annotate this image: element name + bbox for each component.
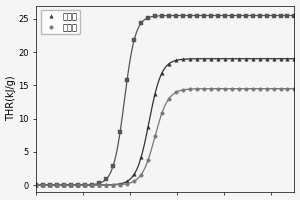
试样三 xyxy=(70,184,73,186)
试样三 xyxy=(160,112,164,114)
试样三 xyxy=(272,87,275,90)
试样三 xyxy=(167,97,171,100)
试样三 xyxy=(258,87,261,90)
试样三 xyxy=(230,87,233,90)
试样三 xyxy=(76,184,80,186)
试样三 xyxy=(188,88,192,90)
试样三 xyxy=(83,184,87,186)
试样三 xyxy=(56,184,59,186)
试样三 xyxy=(125,182,129,185)
试样三 xyxy=(42,184,45,186)
试样二 xyxy=(188,58,192,60)
试样二 xyxy=(167,63,171,65)
试样二 xyxy=(118,183,122,185)
试样二 xyxy=(83,184,87,186)
试样二 xyxy=(251,58,254,60)
试样三 xyxy=(286,87,289,90)
试样二 xyxy=(111,183,115,186)
试样二 xyxy=(56,184,59,186)
试样三 xyxy=(237,87,241,90)
试样二 xyxy=(49,184,52,186)
试样三 xyxy=(118,183,122,186)
试样二 xyxy=(237,58,241,60)
试样二 xyxy=(202,58,206,60)
试样三 xyxy=(195,88,199,90)
试样二 xyxy=(272,58,275,60)
试样二 xyxy=(209,58,213,60)
试样二 xyxy=(195,58,199,60)
试样二 xyxy=(42,184,45,186)
试样三 xyxy=(244,87,247,90)
试样二 xyxy=(35,184,38,186)
试样三 xyxy=(209,87,213,90)
试样二 xyxy=(91,184,94,186)
试样二 xyxy=(258,58,261,60)
试样二 xyxy=(125,180,129,183)
试样二 xyxy=(132,173,136,176)
Line: 试样二: 试样二 xyxy=(35,57,296,187)
试样二 xyxy=(160,72,164,74)
Legend: 试样二, 试样三: 试样二, 试样三 xyxy=(40,10,80,34)
试样二 xyxy=(98,184,101,186)
试样二 xyxy=(265,58,268,60)
试样二 xyxy=(181,58,185,60)
试样二 xyxy=(153,93,157,95)
试样三 xyxy=(153,135,157,138)
试样三 xyxy=(174,91,178,94)
Line: 试样三: 试样三 xyxy=(35,87,296,187)
试样二 xyxy=(139,156,143,159)
试样二 xyxy=(292,58,296,60)
试样三 xyxy=(91,184,94,186)
试样二 xyxy=(244,58,247,60)
试样二 xyxy=(174,59,178,62)
试样三 xyxy=(292,87,296,90)
试样二 xyxy=(70,184,73,186)
试样三 xyxy=(216,87,220,90)
试样三 xyxy=(49,184,52,186)
试样三 xyxy=(251,87,254,90)
试样三 xyxy=(202,87,206,90)
试样三 xyxy=(98,184,101,186)
试样二 xyxy=(104,184,108,186)
试样三 xyxy=(265,87,268,90)
试样二 xyxy=(63,184,66,186)
试样二 xyxy=(286,58,289,60)
试样三 xyxy=(63,184,66,186)
试样三 xyxy=(139,174,143,176)
试样三 xyxy=(181,89,185,91)
Y-axis label: THR(kJ/g): THR(kJ/g) xyxy=(6,76,16,121)
试样二 xyxy=(279,58,282,60)
试样三 xyxy=(104,184,108,186)
试样三 xyxy=(35,184,38,186)
试样二 xyxy=(146,126,150,128)
试样二 xyxy=(76,184,80,186)
试样二 xyxy=(230,58,233,60)
试样三 xyxy=(111,184,115,186)
试样二 xyxy=(223,58,226,60)
试样三 xyxy=(146,159,150,161)
试样三 xyxy=(132,180,136,182)
试样三 xyxy=(279,87,282,90)
试样三 xyxy=(223,87,226,90)
试样二 xyxy=(216,58,220,60)
